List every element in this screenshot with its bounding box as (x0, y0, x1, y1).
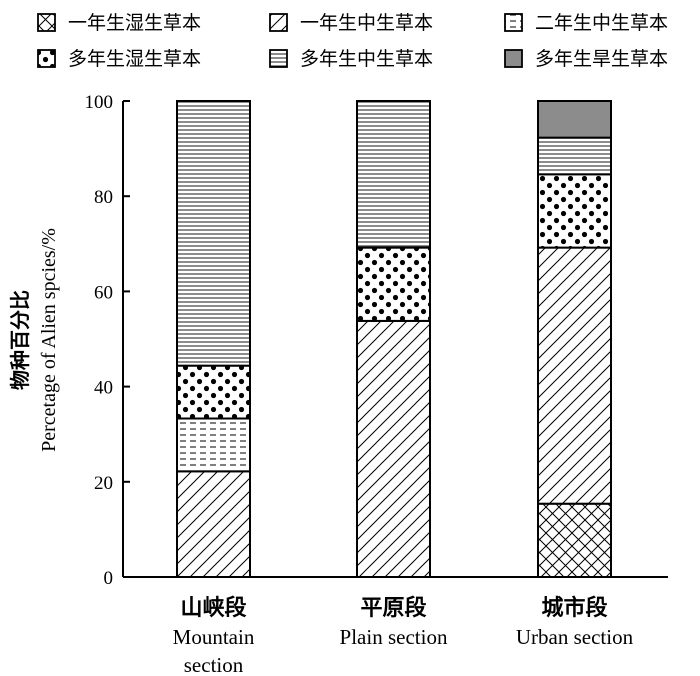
category-label-cn-0: 山峡段 (180, 595, 246, 621)
bar-segment-2-5 (537, 100, 612, 139)
bar-segment-1-3 (356, 246, 431, 322)
legend-label-0: 一年生湿生草本 (68, 12, 201, 34)
y-tick-label-4: 80 (94, 187, 113, 208)
legend-swatch-4 (269, 49, 288, 68)
y-axis-label-en: Percetage of Alien spcies/% (38, 228, 60, 452)
legend-swatch-2 (504, 13, 523, 32)
bar-segment-1-1 (356, 319, 431, 578)
bar-segment-0-2 (176, 417, 251, 473)
legend-label-1: 一年生中生草本 (300, 12, 433, 34)
bar-segment-2-1 (537, 246, 612, 505)
category-label-en-1-0: Plain section (340, 625, 448, 649)
category-label-cn-2: 城市段 (541, 595, 607, 621)
y-axis-label-cn: 物种百分比 (8, 290, 32, 390)
y-tick-label-5: 100 (85, 92, 114, 113)
legend-swatch-5 (504, 49, 523, 68)
bar-segment-2-3 (537, 173, 612, 249)
legend-label-5: 多年生旱生草本 (535, 48, 668, 70)
y-tick-label-3: 60 (94, 282, 113, 303)
bar-segment-1-4 (356, 100, 431, 249)
legend-swatch-0 (37, 13, 56, 32)
legend-label-2: 二年生中生草本 (535, 12, 668, 34)
category-label-en-0-1: section (184, 653, 244, 676)
legend-label-3: 多年生湿生草本 (68, 48, 201, 70)
bar-segment-2-4 (537, 136, 612, 176)
bar-segment-0-3 (176, 364, 251, 420)
legend-swatch-3 (37, 49, 56, 68)
category-label-cn-1: 平原段 (360, 595, 426, 621)
bar-segment-0-1 (176, 470, 251, 578)
y-tick-label-2: 40 (94, 378, 113, 399)
legend-label-4: 多年生中生草本 (300, 48, 433, 70)
bar-segment-2-0 (537, 502, 612, 579)
legend-swatch-1 (269, 13, 288, 32)
category-label-en-0-0: Mountain (173, 625, 255, 649)
plot-area: 山峡段 Mountain section 平原段 Plain section 城市段 Urb… (8, 92, 668, 676)
y-tick-label-0: 0 (104, 568, 114, 589)
category-label-en-2-0: Urban section (516, 625, 634, 649)
y-tick-label-1: 20 (94, 473, 113, 494)
bar-segment-0-4 (176, 100, 251, 367)
